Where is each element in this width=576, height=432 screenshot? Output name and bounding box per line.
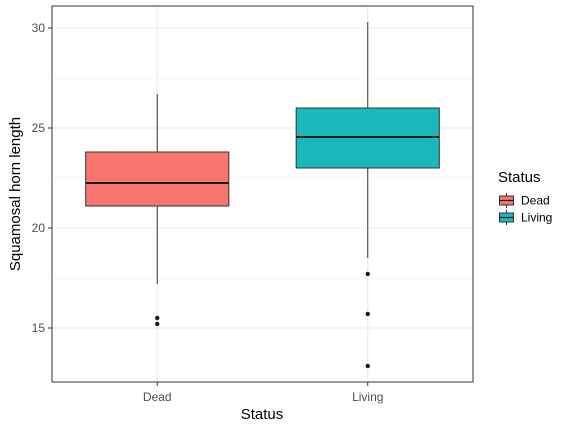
legend-key-dead (498, 192, 515, 209)
y-tick-label: 25 (32, 121, 46, 135)
x-tick-label: Living (352, 390, 383, 404)
panel-border (51, 5, 474, 383)
legend: Status Dead Living (498, 169, 552, 226)
legend-label: Dead (521, 194, 550, 208)
outlier-point (155, 321, 160, 327)
x-axis-title: Status (241, 406, 284, 423)
y-tick-label: 15 (32, 321, 46, 335)
y-tick-label: 30 (32, 21, 46, 35)
legend-key-living (498, 209, 515, 226)
outlier-point (155, 315, 160, 321)
outlier-point (365, 363, 370, 369)
y-axis-title: Squamosal horn length (7, 117, 24, 271)
box-group (85, 22, 440, 369)
y-tick-label: 20 (32, 221, 46, 235)
outlier-point (365, 271, 370, 277)
box-dead (85, 94, 230, 327)
x-axis: Dead Living (143, 382, 383, 404)
box-living (295, 22, 440, 369)
outlier-point (365, 311, 370, 317)
box-body (85, 151, 230, 207)
legend-label: Living (521, 211, 552, 225)
legend-title: Status (498, 169, 541, 186)
y-axis: 15 20 25 30 (32, 21, 52, 335)
x-tick-label: Dead (143, 390, 172, 404)
